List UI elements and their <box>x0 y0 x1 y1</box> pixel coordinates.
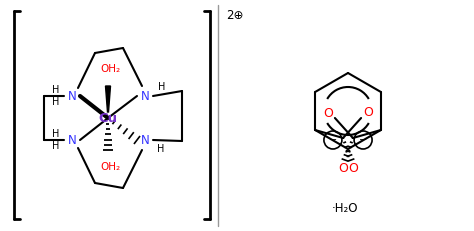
Text: OH₂: OH₂ <box>100 64 120 74</box>
Text: N: N <box>68 134 76 146</box>
Text: O: O <box>323 106 333 119</box>
Text: 2⊕: 2⊕ <box>226 9 243 22</box>
Polygon shape <box>106 86 110 112</box>
Text: H: H <box>52 141 60 151</box>
Text: Cu: Cu <box>99 112 118 125</box>
Text: O: O <box>348 162 358 176</box>
Text: H: H <box>52 129 60 139</box>
Text: ·H₂O: ·H₂O <box>332 203 358 216</box>
Text: N: N <box>141 89 149 103</box>
Text: O: O <box>363 106 373 119</box>
Text: H: H <box>158 82 166 92</box>
Text: N: N <box>141 134 149 146</box>
Text: H: H <box>52 97 60 107</box>
Text: H: H <box>157 144 164 154</box>
Text: −: − <box>359 135 367 145</box>
Text: −: − <box>329 135 337 145</box>
Text: O: O <box>338 162 348 176</box>
Text: OH₂: OH₂ <box>100 162 120 172</box>
Text: N: N <box>68 89 76 103</box>
Text: H: H <box>52 85 60 95</box>
